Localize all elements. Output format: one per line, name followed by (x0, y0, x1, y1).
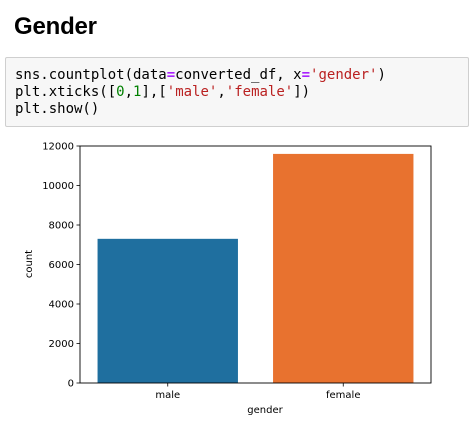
code-token: 'gender' (310, 67, 378, 83)
code-editor[interactable]: sns.countplot(data=converted_df, x='gend… (15, 67, 386, 118)
y-axis-label: count (24, 250, 35, 278)
x-axis-label: gender (247, 405, 283, 416)
code-line: plt.xticks([0,1],['male','female']) (15, 84, 386, 101)
code-token: 'male' (166, 84, 218, 100)
gender-countplot: 0 2000 4000 6000 8000 10000 12000 male female g… (24, 142, 432, 416)
y-tick-label: 6000 (49, 260, 74, 271)
code-token: , (217, 84, 226, 100)
x-tick-label-female: female (326, 390, 360, 401)
code-token: ]) (293, 84, 311, 100)
code-token: = (166, 67, 176, 83)
code-token: ],[ (141, 84, 167, 100)
bar-female (273, 153, 414, 383)
bar-male (97, 238, 238, 383)
y-tick-label: 12000 (42, 142, 74, 153)
y-tick-label: 4000 (49, 300, 74, 311)
countplot-output: 0 2000 4000 6000 8000 10000 12000 male female g… (0, 134, 472, 424)
y-tick-label: 10000 (42, 181, 74, 192)
code-cell[interactable]: sns.countplot(data=converted_df, x='gend… (5, 57, 469, 127)
x-tick-label-male: male (155, 390, 180, 401)
code-token: 1 (133, 84, 142, 100)
code-token: = (301, 67, 311, 83)
code-token: 0 (116, 84, 125, 100)
code-token: converted_df, x (175, 67, 302, 83)
y-tick-label: 0 (68, 379, 74, 390)
code-line: sns.countplot(data=converted_df, x='gend… (15, 67, 386, 84)
code-token: plt.show() (15, 101, 100, 117)
code-token: 'female' (225, 84, 294, 100)
code-token: sns.countplot(data (15, 67, 167, 83)
y-tick-label: 2000 (49, 339, 74, 350)
code-line: plt.show() (15, 101, 386, 118)
y-tick-label: 8000 (49, 221, 74, 232)
plot-frame (79, 145, 432, 384)
code-token: , (124, 84, 134, 100)
code-token: plt.xticks([ (15, 84, 117, 100)
section-heading: Gender (14, 13, 97, 40)
code-token: ) (377, 67, 386, 83)
